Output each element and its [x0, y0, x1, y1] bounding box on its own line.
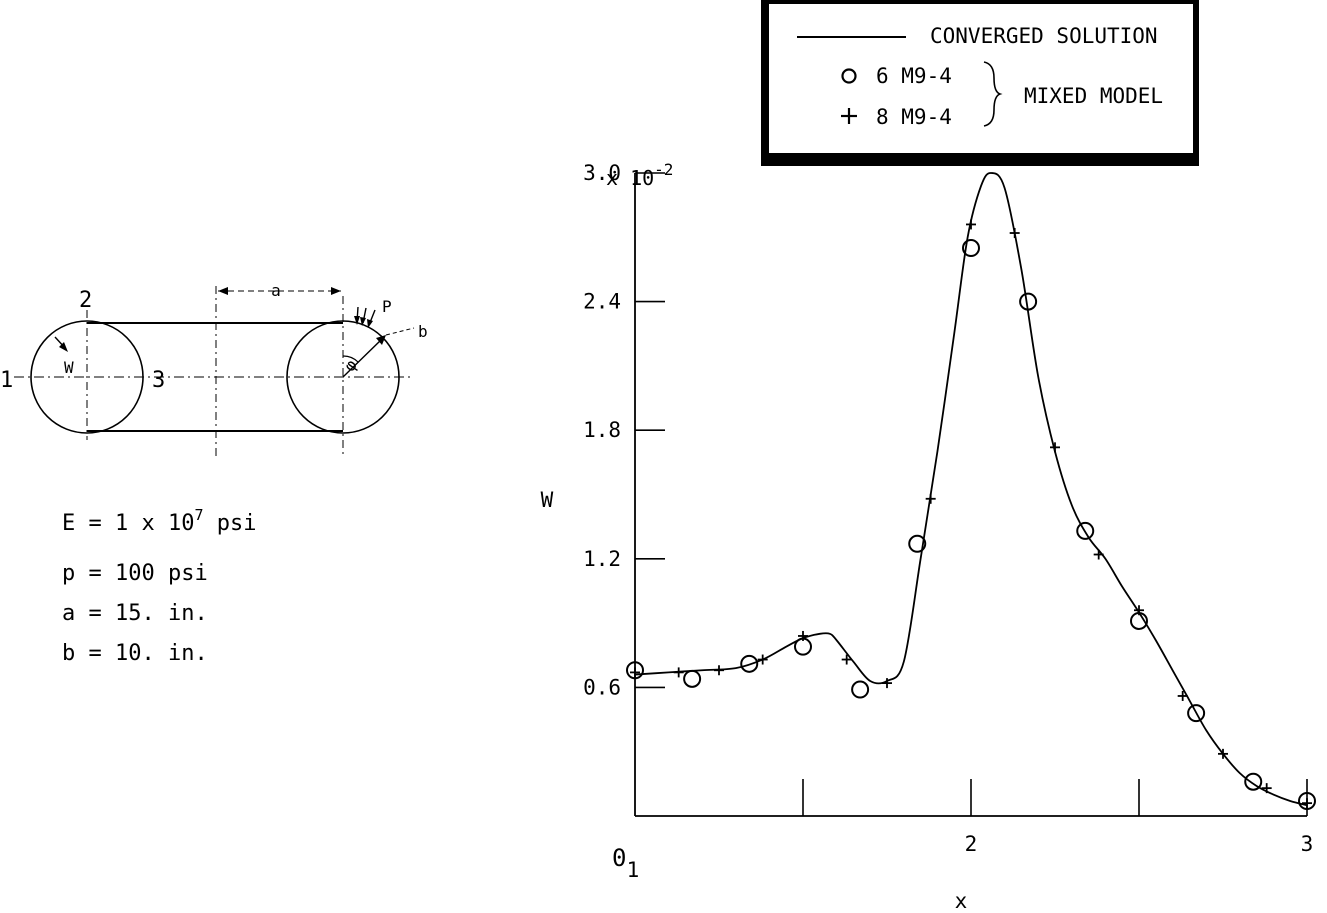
- circle-point-0: [626, 661, 644, 680]
- series-layer: [626, 172, 1316, 810]
- plus-point-15: [1261, 783, 1272, 794]
- circle-point-3: [794, 637, 812, 656]
- plus-point-9: [1009, 228, 1020, 239]
- plus-point-0: [630, 667, 640, 678]
- legend-box: [769, 4, 1193, 153]
- chart: 1 2 3 0.6 1.2 1.8 2.4 3.0 x W x 10-2 0: [541, 160, 1316, 913]
- plus-point-10: [1050, 442, 1060, 453]
- w-arrowhead: [59, 342, 68, 352]
- radius-b-arrow: [376, 335, 386, 345]
- x-tick-label-0: 1: [627, 858, 640, 882]
- legend-brace: [983, 61, 1003, 127]
- property-e: E = 1 x 107 psi: [62, 506, 257, 536]
- property-b: b = 10. in.: [62, 641, 208, 666]
- circle-point-11: [1244, 772, 1263, 791]
- point-3-label: 3: [152, 368, 165, 393]
- phi-arc: [342, 355, 359, 363]
- dimension-a-label: a: [271, 281, 281, 300]
- plus-point-6: [882, 678, 892, 689]
- x-axis-label: x: [955, 889, 968, 913]
- dimension-a-arrow-left: [218, 287, 228, 295]
- legend-group-label: MIXED MODEL: [1024, 84, 1163, 108]
- legend-plus-label: 8 M9-4: [876, 105, 952, 129]
- circle-point-1: [683, 669, 702, 688]
- circle-point-2: [740, 654, 759, 673]
- circle-point-12: [1298, 791, 1316, 810]
- plus-point-13: [1177, 690, 1188, 701]
- legend-line-label: CONVERGED SOLUTION: [930, 24, 1158, 48]
- tick-labels: 1 2 3 0.6 1.2 1.8 2.4 3.0: [583, 161, 1313, 882]
- y-multiplier: x 10-2: [606, 160, 673, 190]
- legend: CONVERGED SOLUTION 6 M9-4 8 M9-4 MIXED M…: [761, 0, 1199, 166]
- series-line: [634, 172, 1308, 807]
- plus-point-12: [1134, 605, 1144, 616]
- pressure-p-label: P: [382, 297, 392, 316]
- plus-point-8: [966, 219, 976, 230]
- x-tick-label-2: 3: [1301, 832, 1314, 856]
- property-a: a = 15. in.: [62, 601, 208, 626]
- circle-point-8: [1076, 521, 1095, 540]
- origin-label: 0: [612, 844, 626, 872]
- x-tick-label-1: 2: [965, 832, 978, 856]
- circle-point-6: [962, 239, 980, 258]
- circle-point-4: [851, 680, 870, 699]
- point-1-label: 1: [0, 368, 13, 393]
- y-axis-label: W: [541, 488, 554, 512]
- plus-point-14: [1218, 748, 1228, 759]
- axes: [634, 173, 1307, 817]
- y-tick-label-1: 1.2: [583, 547, 621, 571]
- cross-section-labels: 1 2 3 W a b P φ: [0, 281, 428, 393]
- pressure-arrowhead-1: [354, 316, 360, 325]
- plus-point-16: [1302, 798, 1312, 809]
- plus-point-7: [925, 493, 936, 504]
- plus-point-4: [798, 630, 808, 641]
- radius-b-line: [342, 337, 384, 378]
- material-properties: E = 1 x 107 psi p = 100 psi a = 15. in. …: [62, 506, 257, 666]
- legend-plus-marker: [841, 108, 857, 124]
- pressure-arrowhead-2: [360, 317, 366, 326]
- series-circle: [626, 239, 1316, 810]
- dimension-a-arrow-right: [331, 287, 341, 295]
- legend-circle-marker: [841, 68, 857, 84]
- plus-point-11: [1093, 549, 1104, 560]
- circle-point-10: [1187, 704, 1206, 723]
- point-2-label: 2: [79, 288, 92, 313]
- circle-point-5: [908, 534, 927, 553]
- y-tick-label-3: 2.4: [583, 290, 621, 314]
- radius-b-label: b: [418, 322, 428, 341]
- plus-point-2: [714, 665, 724, 676]
- pressure-arrowhead-3: [367, 319, 373, 328]
- property-p: p = 100 psi: [62, 561, 208, 586]
- y-tick-label-4: 3.0: [583, 161, 621, 185]
- plus-point-5: [841, 654, 852, 665]
- series-plus: [630, 219, 1312, 809]
- cross-section-diagram: [14, 286, 415, 458]
- converged-solution-line: [634, 172, 1308, 807]
- y-tick-label-2: 1.8: [583, 418, 621, 442]
- legend-circle-label: 6 M9-4: [876, 64, 952, 88]
- ticks: [635, 172, 1308, 816]
- radius-b-leader: [385, 327, 415, 336]
- plus-point-1: [673, 667, 684, 678]
- plus-point-3: [757, 654, 768, 665]
- circle-point-7: [1019, 292, 1038, 311]
- w-label: W: [64, 358, 74, 377]
- y-tick-label-0: 0.6: [583, 675, 621, 699]
